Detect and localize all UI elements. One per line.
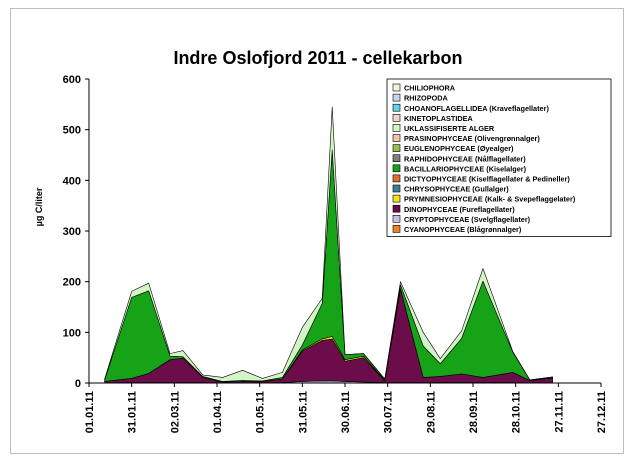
legend-swatch <box>392 174 401 183</box>
legend-label: CRYPTOPHYCEAE (Svelgflagellater) <box>404 215 531 224</box>
x-ticks: 01.01.11 31.01.11 02.03.11 01.04.11 01.05.11… <box>84 383 608 433</box>
legend-label: EUGLENOPHYCEAE (Øyealger) <box>404 144 514 153</box>
legend-label: PRASINOPHYCEAE (Olivengrønnalger) <box>404 134 540 143</box>
legend-box <box>386 78 612 237</box>
x-tick-label: 30.07.11 <box>383 391 395 433</box>
legend-label: PRYMNESIOPHYCEAE (Kalk- & Svepeflaggelat… <box>404 195 576 204</box>
legend-label: RHIZOPODA <box>404 94 449 103</box>
legend-swatch <box>392 164 401 173</box>
legend-label: CHOANOFLAGELLIDEA (Kraveflagellater) <box>404 104 549 113</box>
x-tick-label: 01.04.11 <box>212 391 224 433</box>
area-series <box>104 106 553 382</box>
y-tick-label: 500 <box>63 125 81 137</box>
legend-swatch <box>392 134 401 142</box>
x-tick-label: 30.06.11 <box>340 391 352 433</box>
y-axis-label: µg C/liter <box>34 187 44 226</box>
y-tick-label: 600 <box>63 74 81 86</box>
legend-swatch <box>392 194 401 203</box>
y-tick-label: 0 <box>75 378 81 390</box>
legend-label: BACILLARIOPHYCEAE (Kiselalger) <box>404 164 527 173</box>
legend-label: CHRYSOPHYCEAE (Gullalger) <box>404 185 509 194</box>
legend-label: UKLASSIFISERTE ALGER <box>404 124 495 133</box>
y-tick-label: 100 <box>63 327 81 339</box>
x-tick-label: 01.05.11 <box>255 391 267 433</box>
y-tick-label: 400 <box>63 175 81 187</box>
legend-swatch <box>392 93 401 102</box>
x-tick-label: 29.08.11 <box>425 391 437 433</box>
legend-label: DICTYOPHYCEAE (Kiselflagellater & Pedine… <box>404 175 570 184</box>
chart-svg: Indre Oslofjord 2011 - cellekarbon µg C/… <box>34 48 612 433</box>
legend-swatch <box>392 114 401 122</box>
y-tick-label: 200 <box>63 277 81 289</box>
y-ticks: 0 100 200 300 400 500 600 <box>63 74 89 390</box>
legend-label: DINOPHYCEAE (Fureflagellater) <box>404 205 515 214</box>
legend-swatch <box>392 215 401 223</box>
x-tick-label: 31.01.11 <box>127 391 139 433</box>
legend-label: CHILIOPHORA <box>404 84 456 93</box>
legend-swatch <box>392 204 401 213</box>
legend-swatch <box>392 124 401 132</box>
legend-swatch <box>392 225 401 233</box>
legend-swatch <box>392 83 401 92</box>
y-tick-label: 300 <box>63 226 81 238</box>
legend-label: RAPHIDOPHYCEAE (Nålflagellater) <box>404 154 526 163</box>
x-tick-label: 31.05.11 <box>297 391 309 433</box>
legend-swatch <box>392 154 401 162</box>
legend-label: KINETOPLASTIDEA <box>404 114 474 123</box>
x-tick-label: 27.12.11 <box>596 391 608 433</box>
chart-title: Indre Oslofjord 2011 - cellekarbon <box>173 48 462 68</box>
legend-swatch <box>392 103 401 112</box>
x-tick-label: 27.11.11 <box>553 391 565 433</box>
legend-swatch <box>392 184 401 193</box>
x-tick-label: 28.09.11 <box>468 391 480 433</box>
legend-swatch <box>392 144 401 152</box>
x-tick-label: 28.10.11 <box>511 391 523 433</box>
x-tick-label: 02.03.11 <box>169 391 181 433</box>
x-tick-label: 01.01.11 <box>84 391 96 433</box>
chart-frame: Indre Oslofjord 2011 - cellekarbon µg C/… <box>10 8 624 454</box>
legend-label: CYANOPHYCEAE (Blågrønnalger) <box>404 225 522 234</box>
